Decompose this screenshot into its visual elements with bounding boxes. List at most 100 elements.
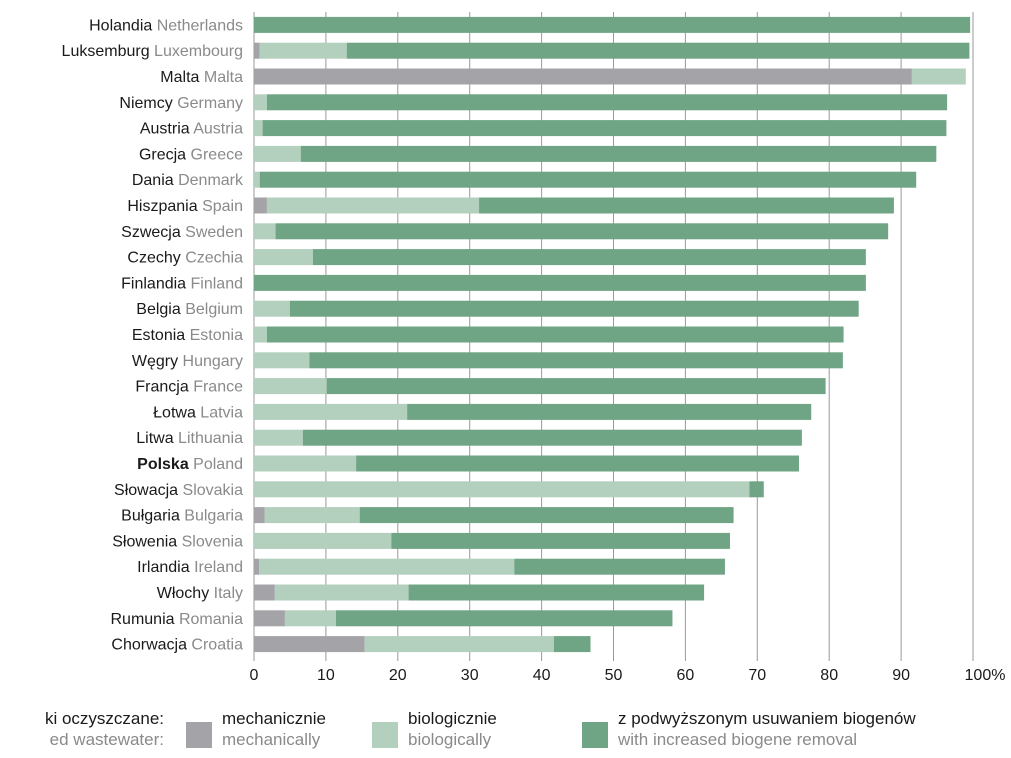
category-label-pl: Węgry xyxy=(132,353,183,370)
bar-biogene xyxy=(312,249,866,266)
bar-biological xyxy=(254,429,303,446)
category-label: Hiszpania Spain xyxy=(127,198,243,215)
bar-biological xyxy=(259,42,347,59)
legend-label-en: with increased biogene removal xyxy=(617,730,857,749)
category-label: Łotwa Latvia xyxy=(153,404,243,421)
bar-biogene xyxy=(479,197,894,214)
category-label-en: Romania xyxy=(179,611,243,628)
bar-biological xyxy=(254,171,260,188)
bar-biogene xyxy=(335,610,673,627)
legend-title-pl: ki oczyszczane: xyxy=(45,709,164,728)
category-label-pl: Francja xyxy=(135,379,193,396)
category-label: Włochy Italy xyxy=(157,585,243,602)
bar-biological xyxy=(254,455,357,472)
category-label: Bułgaria Bulgaria xyxy=(121,508,243,525)
bar-biogene xyxy=(408,584,705,601)
legend-label-pl: z podwyższonym usuwaniem biogenów xyxy=(618,709,916,728)
bar-biological xyxy=(364,636,554,653)
bar-biogene xyxy=(259,171,917,188)
x-tick-label: 40 xyxy=(533,667,551,684)
legend-swatch-biogene xyxy=(582,722,608,748)
bar-biological xyxy=(254,481,750,498)
category-label: Słowacja Slovakia xyxy=(114,482,243,499)
x-tick-label: 100% xyxy=(965,667,1006,684)
legend-label-en: biologically xyxy=(408,730,492,749)
category-label-en: Spain xyxy=(202,198,243,215)
category-label: Francja France xyxy=(135,379,243,396)
category-label-pl: Luksemburg xyxy=(62,43,155,60)
x-tick-label: 10 xyxy=(317,667,335,684)
category-label-en: Greece xyxy=(191,146,244,163)
category-label: Grecja Greece xyxy=(139,146,243,163)
x-tick-label: 50 xyxy=(605,667,623,684)
category-label: Szwecja Sweden xyxy=(121,224,243,241)
category-label: Austria Austria xyxy=(140,121,243,138)
bar-biogene xyxy=(254,274,866,291)
bar-biological xyxy=(254,300,290,317)
legend-label-pl: biologicznie xyxy=(408,709,497,728)
bar-biogene xyxy=(309,352,843,369)
bar-biological xyxy=(254,352,310,369)
category-label-en: Slovakia xyxy=(183,482,244,499)
category-label-en: Germany xyxy=(177,95,243,112)
bars xyxy=(254,16,971,653)
x-tick-label: 80 xyxy=(820,667,838,684)
category-label-en: Estonia xyxy=(190,327,243,344)
category-label-pl: Holandia xyxy=(89,17,157,34)
category-label-pl: Austria xyxy=(140,121,193,138)
bar-mechanical xyxy=(254,68,912,85)
bar-biological xyxy=(254,120,263,137)
category-label: Niemcy Germany xyxy=(119,95,243,112)
category-label: Holandia Netherlands xyxy=(89,17,243,34)
category-label-en: Sweden xyxy=(185,224,243,241)
bar-biological xyxy=(254,532,392,549)
bar-mechanical xyxy=(254,507,265,524)
category-label: Irlandia Ireland xyxy=(137,559,243,576)
bar-biogene xyxy=(359,507,734,524)
category-label: Litwa Lithuania xyxy=(136,430,243,447)
category-label-pl: Łotwa xyxy=(153,404,200,421)
category-label: Dania Denmark xyxy=(132,172,244,189)
category-label-pl: Czechy xyxy=(127,250,185,267)
x-tick-label: 30 xyxy=(461,667,479,684)
category-label-pl: Litwa xyxy=(136,430,178,447)
category-label-en: Malta xyxy=(204,69,243,86)
bar-mechanical xyxy=(254,558,260,575)
category-label: Słowenia Slovenia xyxy=(112,533,243,550)
category-label: Belgia Belgium xyxy=(136,301,243,318)
bar-biogene xyxy=(346,42,970,59)
bar-biological xyxy=(274,584,409,601)
category-label-pl: Malta xyxy=(160,69,204,86)
category-label-pl: Słowacja xyxy=(114,482,182,499)
bar-biogene xyxy=(302,429,802,446)
category-label: Rumunia Romania xyxy=(110,611,243,628)
bar-mechanical xyxy=(254,197,267,214)
category-label: Chorwacja Croatia xyxy=(111,637,243,654)
category-label: Polska Poland xyxy=(137,456,243,473)
bar-biological xyxy=(254,223,276,240)
category-label-en: Lithuania xyxy=(178,430,243,447)
category-label-en: Austria xyxy=(193,121,243,138)
category-label: Luksemburg Luxembourg xyxy=(62,43,243,60)
bar-biological xyxy=(911,68,966,85)
bar-biological xyxy=(254,378,327,395)
x-tick-label: 60 xyxy=(677,667,695,684)
bar-biogene xyxy=(326,378,826,395)
bar-biological xyxy=(284,610,336,627)
category-label-pl: Rumunia xyxy=(110,611,178,628)
bar-biogene xyxy=(262,120,947,137)
bar-mechanical xyxy=(254,584,275,601)
category-label-en: Italy xyxy=(214,585,243,602)
bar-biogene xyxy=(254,16,971,33)
category-label-pl: Chorwacja xyxy=(111,637,191,654)
bar-biological xyxy=(254,145,301,162)
bar-mechanical xyxy=(254,636,365,653)
x-tick-label: 90 xyxy=(892,667,910,684)
legend: ki oczyszczane: ed wastewater: mechanicz… xyxy=(45,709,916,749)
bar-biological xyxy=(254,403,408,420)
bar-biological xyxy=(266,197,480,214)
category-label-pl: Estonia xyxy=(132,327,190,344)
bar-biogene xyxy=(266,94,948,111)
category-label-pl: Włochy xyxy=(157,585,214,602)
legend-swatch-biological xyxy=(372,722,398,748)
